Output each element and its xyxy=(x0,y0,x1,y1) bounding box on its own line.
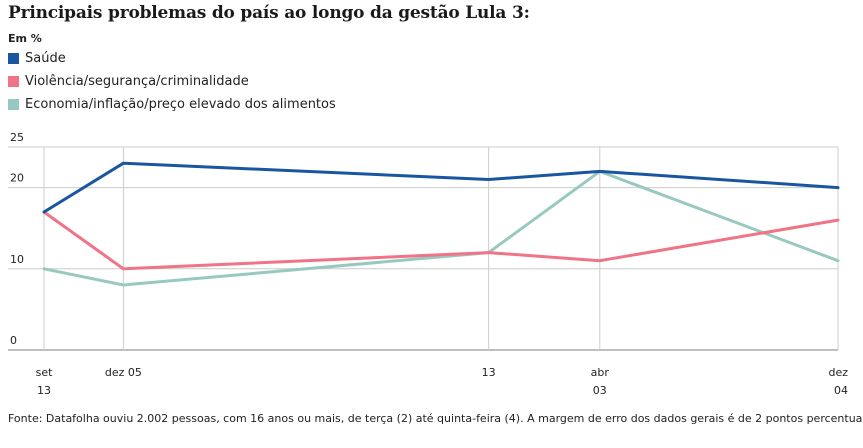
legend-label-economia: Economia/inflação/preço elevado dos alim… xyxy=(25,97,336,112)
y-tick-label-20: 20 xyxy=(10,172,24,185)
x-tick-label-0: set xyxy=(36,366,53,379)
chart-title: Principais problemas do país ao longo da… xyxy=(8,3,530,23)
legend-item-economia: Economia/inflação/preço elevado dos alim… xyxy=(8,93,336,116)
legend-item-saude: Saúde xyxy=(8,47,336,70)
x-axis-ticks: set 13 dez 05 13 abr 03 dez 04 xyxy=(36,366,849,397)
legend-label-saude: Saúde xyxy=(25,51,66,66)
x-tick-label-3-line2: 03 xyxy=(593,384,607,397)
grid xyxy=(8,146,839,351)
unit-label: Em % xyxy=(8,32,42,45)
legend-label-violencia: Violência/segurança/criminalidade xyxy=(25,74,249,89)
y-tick-label-25: 25 xyxy=(10,131,24,144)
x-tick-label-4-line2: 04 xyxy=(834,384,848,397)
y-tick-label-0: 0 xyxy=(10,334,17,347)
legend-item-violencia: Violência/segurança/criminalidade xyxy=(8,70,336,93)
legend: Saúde Violência/segurança/criminalidade … xyxy=(8,47,336,116)
legend-swatch-economia xyxy=(8,99,19,110)
series-lines xyxy=(42,161,840,287)
source-note: Fonte: Datafolha ouviu 2.002 pessoas, co… xyxy=(8,412,863,425)
y-axis-ticks: 0 10 20 25 xyxy=(10,131,24,347)
x-tick-label-0-line2: 13 xyxy=(37,384,51,397)
x-tick-label-2: 13 xyxy=(482,366,496,379)
x-tick-label-3: abr xyxy=(591,366,610,379)
legend-swatch-violencia xyxy=(8,76,19,87)
x-tick-label-4: dez xyxy=(828,366,848,379)
y-tick-label-10: 10 xyxy=(10,253,24,266)
x-tick-label-1: dez 05 xyxy=(105,366,142,379)
legend-swatch-saude xyxy=(8,53,19,64)
series-line-1 xyxy=(42,210,840,271)
